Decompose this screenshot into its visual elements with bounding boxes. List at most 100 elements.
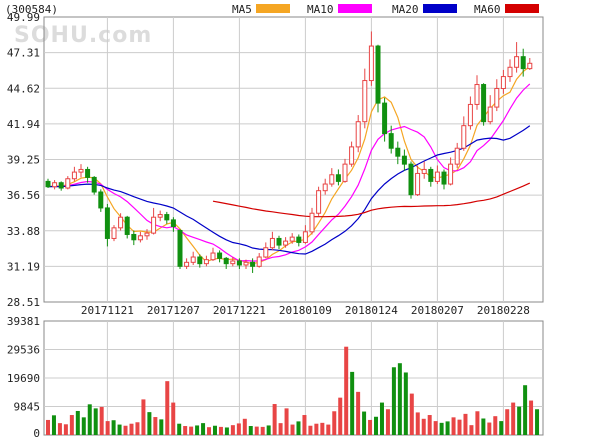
volume-bar (517, 406, 522, 435)
volume-bar (493, 416, 498, 435)
volume-bar (272, 404, 277, 435)
candle-body (230, 260, 236, 265)
volume-tick-label: 0 (33, 427, 40, 440)
volume-bar (374, 416, 379, 435)
candle-body (190, 256, 196, 263)
volume-bar (415, 412, 420, 435)
candle-body (52, 182, 58, 188)
volume-bar (75, 410, 80, 435)
volume-bar (111, 420, 116, 435)
volume-bar (439, 422, 444, 435)
candle-body (250, 261, 256, 267)
volume-bar (421, 418, 426, 435)
candle-body (203, 259, 209, 265)
volume-bar (141, 399, 146, 435)
volume-bar (290, 424, 295, 435)
date-tick-label: 20180109 (279, 304, 332, 317)
volume-bar (463, 413, 468, 435)
legend-swatch-ma20 (423, 4, 457, 13)
volume-bar (195, 425, 200, 435)
legend-label-ma20: MA20 (392, 3, 419, 16)
candle-body (375, 45, 381, 104)
volume-bar (475, 411, 480, 435)
volume-bar (487, 422, 492, 435)
volume-bar (308, 425, 313, 435)
volume-bar (457, 419, 462, 435)
candle-body (263, 247, 269, 258)
candle-body (500, 76, 506, 90)
volume-bar (278, 423, 283, 435)
volume-bar (511, 402, 516, 435)
candle-body (388, 133, 394, 149)
candle-body (296, 236, 302, 243)
volume-bar (212, 425, 217, 435)
candle-body (71, 171, 77, 180)
volume-bar (338, 397, 343, 435)
candle-body (256, 256, 262, 267)
candle-body (441, 171, 447, 185)
volume-bar (362, 411, 367, 435)
date-tick-label: 20171207 (147, 304, 200, 317)
price-tick-label: 39.25 (7, 154, 40, 167)
volume-bar (207, 427, 212, 435)
candle-body (289, 236, 295, 242)
candle-body (481, 84, 487, 123)
candle-body (368, 45, 374, 82)
candle-body (283, 240, 289, 246)
candle-body (448, 163, 454, 185)
volume-bar (535, 409, 540, 435)
volume-axis: 39381 29536 19690 9845 0 (7, 315, 40, 440)
candle-body (434, 171, 440, 182)
legend-label-ma60: MA60 (474, 3, 501, 16)
volume-bars (46, 346, 540, 435)
volume-bar (296, 421, 301, 435)
volume-bar (409, 393, 414, 435)
price-tick-label: 49.99 (7, 11, 40, 24)
candle-body (342, 163, 348, 182)
volume-bar (254, 426, 259, 435)
candle-body (329, 174, 335, 185)
price-tick-label: 31.19 (7, 260, 40, 273)
volume-tick-label: 39381 (7, 315, 40, 328)
candle-body (408, 163, 414, 196)
price-tick-label: 28.51 (7, 296, 40, 309)
volume-bar (523, 385, 528, 435)
volume-bar (248, 426, 253, 435)
candle-body (401, 155, 407, 165)
volume-bar (57, 423, 62, 435)
volume-bar (46, 419, 50, 435)
price-tick-label: 47.31 (7, 47, 40, 60)
candle-body (85, 168, 91, 178)
volume-bar (266, 425, 271, 435)
volume-bar (397, 363, 402, 435)
date-tick-label: 20180124 (345, 304, 398, 317)
volume-bar (51, 415, 56, 435)
candle-body (131, 233, 137, 241)
candle-body (514, 56, 520, 68)
volume-bar (224, 427, 229, 435)
volume-bar (326, 424, 331, 435)
volume-bar (505, 409, 510, 435)
volume-bar (201, 423, 206, 435)
volume-bar (93, 408, 98, 435)
candle-body (144, 232, 150, 237)
candle-body (467, 103, 473, 127)
sohu-watermark: SOHU.com (14, 23, 152, 48)
candle-body (217, 252, 223, 259)
volume-bar (385, 409, 390, 435)
volume-bar (153, 417, 158, 435)
candle-body (362, 80, 368, 123)
candle-body (395, 147, 401, 157)
volume-tick-label: 29536 (7, 344, 40, 357)
candle-body (170, 219, 176, 228)
volume-bar (99, 406, 104, 435)
candle-body (104, 207, 110, 239)
candle-body (415, 172, 421, 196)
candle-body (494, 88, 500, 108)
volume-bar (391, 367, 396, 435)
legend-swatch-ma10 (338, 4, 372, 13)
price-tick-label: 36.56 (7, 189, 40, 202)
volume-bar (177, 423, 182, 435)
volume-bar (135, 422, 140, 435)
